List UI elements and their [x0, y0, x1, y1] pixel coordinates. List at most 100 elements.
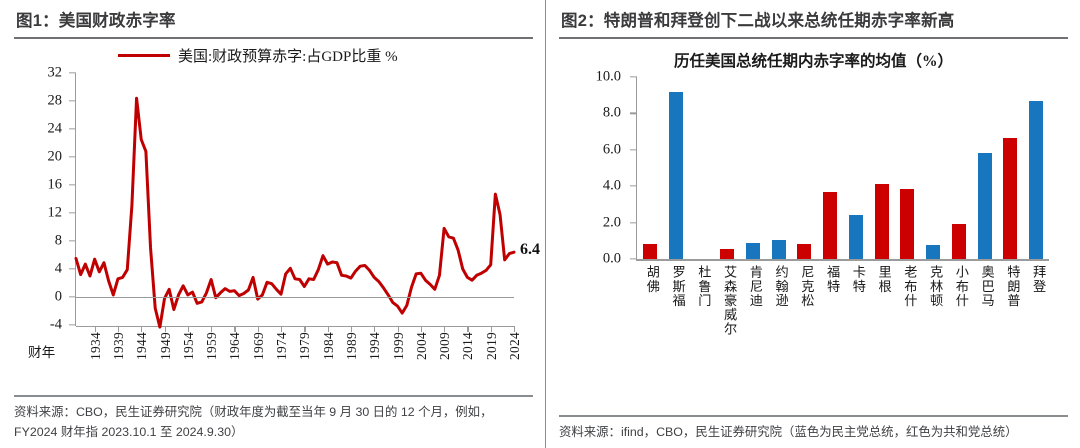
right-chart-y-axis: 0.0 2.0 4.0 6.0 8.0 10.0 — [559, 69, 637, 267]
left-chart-x-tick-mark — [490, 326, 492, 332]
left-chart-y-axis: 32 28 24 20 16 12 8 4 0 -4 — [14, 65, 76, 333]
right-figure-title: 图2：特朗普和拜登创下二战以来总统任期赤字率新高 — [561, 12, 955, 30]
right-chart-x-tick-label: 小布什 — [953, 265, 969, 308]
right-chart-x-tick-label: 克林顿 — [928, 265, 944, 308]
right-chart-y-tick-mark — [630, 112, 637, 115]
right-chart-title: 历任美国总统任期内赤字率的均值（%） — [673, 53, 953, 70]
right-chart-bar — [720, 249, 735, 259]
left-chart-line-series — [74, 96, 516, 329]
left-chart-y-tick-label: 24 — [47, 120, 63, 137]
right-footer-rule — [559, 415, 1068, 417]
left-chart-x-tick-label: 2019 — [483, 332, 499, 360]
right-chart-baseline — [636, 259, 1049, 261]
right-chart-x-tick-label: 艾森豪威尔 — [722, 265, 738, 336]
right-chart-y-tick-mark — [630, 258, 637, 260]
right-chart-x-tick-label: 拜登 — [1031, 265, 1047, 294]
right-chart-y-tick-label: 6.0 — [602, 141, 621, 158]
left-chart-x-tick-label: 1959 — [204, 332, 220, 360]
left-figure-title: 图1：美国财政赤字率 — [16, 12, 176, 30]
right-chart-bar — [797, 243, 812, 259]
right-chart-y-tick-label: 2.0 — [602, 214, 621, 231]
left-chart-x-tick-mark — [514, 326, 516, 332]
left-chart-x-tick-mark — [117, 326, 120, 332]
right-chart-bar — [823, 191, 838, 259]
left-source-note: 资料来源：CBO，民生证券研究院（财政年度为截至当年 9 月 30 日的 12 … — [14, 405, 493, 439]
left-chart-x-tick-mark — [94, 326, 96, 332]
left-chart-x-tick-label: 1954 — [180, 332, 196, 360]
right-chart-bar — [900, 188, 915, 259]
left-chart-x-tick-label: 1964 — [227, 332, 243, 360]
left-title-rule — [14, 37, 533, 39]
left-chart-y-tick-label: 28 — [47, 92, 63, 109]
left-source-note-block: 资料来源：CBO，民生证券研究院（财政年度为截至当年 9 月 30 日的 12 … — [14, 395, 533, 442]
right-chart-y-tick-mark — [630, 221, 637, 224]
right-chart-x-tick-label: 尼克松 — [799, 265, 815, 308]
left-chart-x-tick-label: 2009 — [437, 332, 453, 360]
left-chart-x-tick-label: 1994 — [367, 332, 383, 360]
legend-label: 美国:财政预算赤字:占GDP比重 % — [178, 49, 398, 65]
president-deficit-bar-chart: 历任美国总统任期内赤字率的均值（%） 0.0 2.0 4.0 6.0 8.0 10.0 胡… — [559, 39, 1068, 379]
right-chart-x-tick-label: 胡佛 — [644, 265, 660, 294]
left-chart-x-tick-label: 2024 — [507, 332, 522, 360]
left-chart-x-tick-label: 1999 — [390, 332, 406, 360]
left-chart-y-tick-mark — [69, 296, 76, 298]
left-chart-x-tick-mark — [444, 326, 446, 332]
left-chart-x-tick-mark — [164, 326, 166, 332]
left-chart-x-tick-label: 1979 — [297, 332, 313, 360]
right-chart-x-tick-label: 奥巴马 — [979, 265, 995, 308]
left-chart-x-tick-mark — [211, 326, 213, 332]
left-chart-x-tick-mark — [374, 326, 376, 332]
left-chart-x-tick-mark — [141, 326, 143, 332]
left-chart-x-tick-label: 2004 — [413, 332, 429, 360]
right-chart-y-tick-label: 4.0 — [602, 177, 621, 194]
right-chart-bar — [848, 215, 863, 259]
left-chart-y-tick-mark — [69, 72, 76, 74]
right-source-note: 资料来源：ifind，CBO，民生证券研究院（蓝色为民主党总统，红色为共和党总统… — [559, 425, 1018, 439]
right-chart-bar — [1003, 137, 1018, 259]
left-chart-y-tick-label: 0 — [54, 288, 62, 305]
right-chart-x-tick-label: 肯尼迪 — [747, 265, 763, 308]
right-chart-y-tick-mark — [630, 76, 637, 78]
left-chart-x-tick-label: 1934 — [87, 332, 103, 360]
right-chart-x-tick-label: 卡特 — [850, 265, 866, 294]
left-chart-x-tick-mark — [281, 326, 283, 332]
left-footer-rule — [14, 395, 533, 397]
left-chart-x-tick-label: 1944 — [134, 332, 150, 360]
right-chart-y-tick-label: 0.0 — [602, 250, 621, 267]
right-chart-y-tick-mark — [630, 149, 637, 151]
left-chart-x-tick-label: 1984 — [320, 332, 336, 360]
right-chart-y-tick-label: 10.0 — [595, 68, 621, 85]
left-chart-y-tick-label: 4 — [54, 260, 62, 277]
deficit-ratio-line-chart: 美国:财政预算赤字:占GDP比重 % 32 28 24 20 16 12 8 4 0 -4 193… — [14, 39, 540, 369]
left-chart-y-tick-mark — [69, 100, 76, 102]
panel-divider — [545, 0, 546, 448]
left-chart-y-tick-label: 16 — [47, 176, 63, 193]
right-chart-bar — [977, 153, 992, 259]
right-chart-y-tick-label: 8.0 — [602, 104, 621, 121]
right-chart-bar — [926, 245, 941, 259]
right-chart-y-axis-line — [636, 77, 638, 260]
right-chart-x-tick-labels: 胡佛 罗斯福 杜鲁门 艾森豪威尔 肯尼迪 约翰逊 尼克松 福特 卡特 里根 老布什 克林顿 小布什 奥巴马… — [637, 265, 1049, 377]
right-panel: 图2：特朗普和拜登创下二战以来总统任期赤字率新高 历任美国总统任期内赤字率的均值… — [545, 0, 1080, 448]
right-source-note-block: 资料来源：ifind，CBO，民生证券研究院（蓝色为民主党总统，红色为共和党总统… — [559, 415, 1068, 442]
right-chart-x-tick-label: 罗斯福 — [670, 265, 686, 308]
left-chart-y-tick-label: 20 — [47, 148, 63, 165]
right-chart-x-tick-label: 老布什 — [902, 265, 918, 308]
left-chart-y-tick-label: 12 — [47, 204, 63, 221]
left-chart-x-axis-caption: 财年 — [28, 345, 56, 360]
left-chart-x-tick-mark — [234, 326, 236, 332]
left-chart-x-tick-mark — [187, 326, 190, 332]
left-panel: 图1：美国财政赤字率 美国:财政预算赤字:占GDP比重 % 32 28 24 20 16… — [14, 12, 540, 442]
left-chart-y-tick-label: -4 — [49, 316, 62, 333]
left-chart-y-tick-mark — [69, 184, 76, 186]
left-chart-x-tick-mark — [327, 326, 329, 332]
left-chart-y-tick-mark — [69, 268, 76, 270]
left-chart-y-axis-line — [75, 73, 77, 326]
left-chart-end-value-label: 6.4 — [520, 241, 540, 259]
right-chart-x-tick-label: 福特 — [825, 265, 841, 294]
left-chart-x-tick-labels: 1934 1939 1944 1949 1954 1959 1964 1969 1974 1979… — [14, 332, 533, 388]
right-chart-bar — [668, 91, 683, 259]
left-chart-y-tick-mark — [69, 324, 76, 326]
left-chart-y-tick-label: 8 — [54, 232, 62, 249]
